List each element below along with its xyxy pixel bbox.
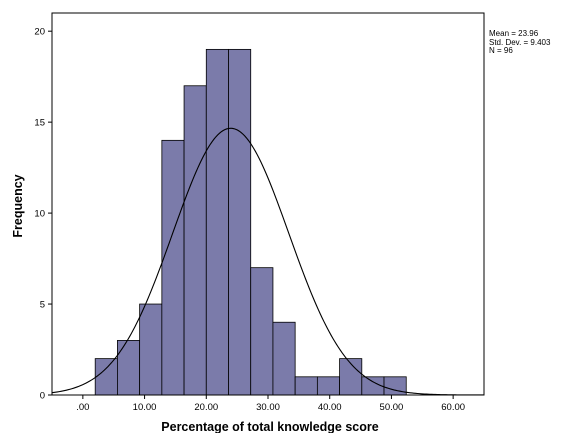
y-axis-ticks: 0 5 10 15 20 — [34, 27, 52, 402]
bars-group — [94, 48, 407, 396]
histogram-bar-1 — [117, 340, 141, 396]
x-tick-label-5: 50.00 — [380, 402, 404, 413]
y-tick-label-1: 5 — [40, 300, 45, 311]
y-tick-label-0: 0 — [40, 391, 45, 402]
histogram-bar-2 — [139, 303, 163, 396]
n-text: N = 96 — [489, 46, 513, 55]
histogram-bar-6 — [228, 48, 252, 396]
histogram-bar-4 — [183, 85, 207, 396]
histogram-bar-9 — [294, 376, 318, 396]
x-tick-label-2: 20.00 — [194, 402, 218, 413]
sd-text: Std. Dev. = 9.403 — [489, 37, 551, 47]
histogram-bar-10 — [316, 376, 340, 396]
mean-text: Mean = 23.96 — [489, 29, 539, 38]
stats-box: Mean = 23.96 Std. Dev. = 9.403 N = 96 — [489, 29, 551, 56]
x-tick-label-6: 60.00 — [441, 402, 465, 413]
x-tick-label-1: 10.00 — [133, 402, 157, 413]
x-tick-label-4: 40.00 — [318, 402, 342, 413]
y-axis-label: Frequency — [11, 174, 25, 237]
x-axis-label: Percentage of total knowledge score — [161, 420, 378, 433]
x-axis-ticks: .00 10.00 20.00 30.00 40.00 50.00 60.00 — [76, 395, 465, 413]
histogram-bar-5 — [205, 48, 229, 396]
histogram-bar-0 — [94, 358, 118, 396]
x-tick-label-0: .00 — [76, 402, 89, 413]
x-tick-label-3: 30.00 — [256, 402, 280, 413]
normal-curve — [51, 127, 484, 396]
y-tick-label-3: 15 — [34, 118, 45, 129]
y-tick-label-4: 20 — [34, 27, 45, 38]
histogram-bar-7 — [250, 267, 274, 396]
histogram-bar-8 — [272, 321, 296, 396]
histogram-bar-3 — [161, 139, 185, 396]
y-tick-label-2: 10 — [34, 209, 45, 220]
